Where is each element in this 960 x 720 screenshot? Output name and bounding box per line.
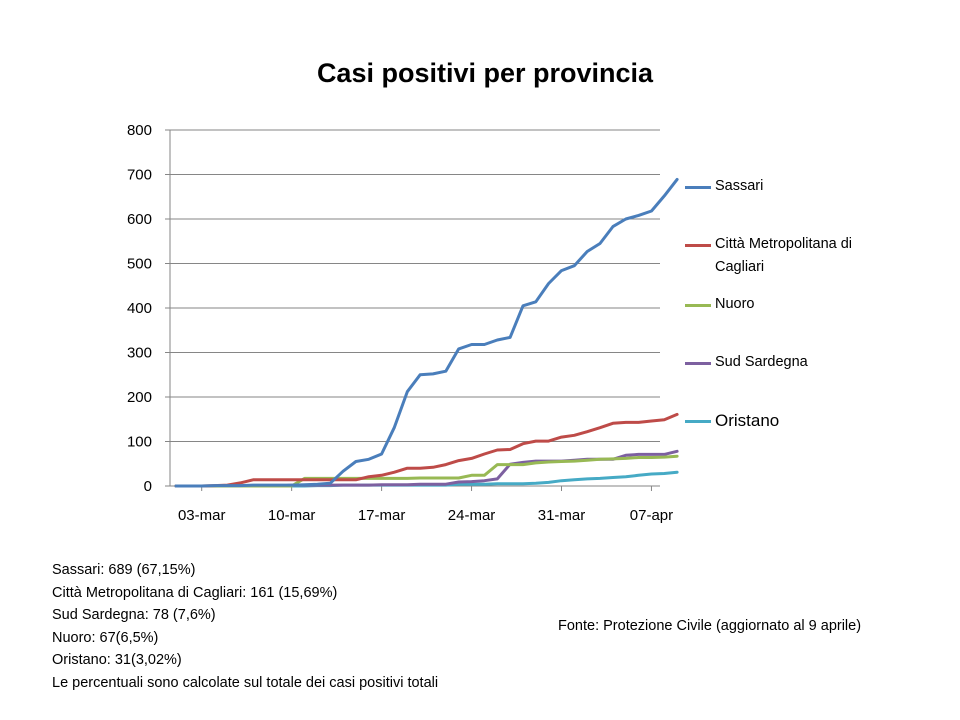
legend-label-sassari: Sassari	[715, 178, 764, 194]
x-tick-label: 03-mar	[178, 507, 226, 524]
gridlines	[170, 129, 660, 442]
legend-item-oristano: Oristano	[685, 411, 780, 432]
x-tick-label: 31-mar	[538, 507, 586, 524]
y-tick-label: 200	[127, 389, 152, 406]
x-tick-label: 07-apr	[630, 507, 673, 524]
y-tick-label: 300	[127, 345, 152, 362]
series-line-sassari	[174, 177, 679, 488]
note-sassari: Sassari: 689 (67,15%)	[52, 562, 196, 578]
summary-notes: Sassari: 689 (67,15%) Città Metropolitan…	[52, 559, 438, 694]
legend-item-sud-sardegna: Sud Sardegna	[685, 354, 808, 374]
legend-swatch-nuoro	[685, 304, 711, 307]
legend-label-nuoro: Nuoro	[715, 296, 755, 312]
legend-label-cagliari: Città Metropolitana di Cagliari	[715, 236, 853, 275]
x-tick-label: 10-mar	[268, 507, 316, 524]
y-tick-label: 800	[127, 122, 152, 139]
note-oristano: Oristano: 31(3,02%)	[52, 652, 182, 668]
axes	[165, 129, 660, 491]
series-line-citt-metropolitana-di-cagliari	[174, 412, 679, 488]
note-percentages: Le percentuali sono calcolate sul totale…	[52, 674, 439, 691]
legend-item-sassari: Sassari	[685, 178, 763, 198]
legend-label-sud-sardegna: Sud Sardegna	[715, 354, 808, 370]
x-tick-label: 17-mar	[358, 507, 406, 524]
legend-label-oristano: Oristano	[715, 411, 780, 430]
y-axis-tick-labels: 0 100 200 300 400 500 600 700 800	[127, 122, 152, 495]
legend-item-cagliari: Città Metropolitana di Cagliari	[685, 236, 875, 279]
x-axis-tick-labels: 03-mar 10-mar 17-mar 24-mar 31-mar 07-apr	[178, 507, 673, 524]
y-tick-label: 600	[127, 211, 152, 228]
legend-swatch-oristano	[685, 420, 711, 423]
legend-swatch-sud-sardegna	[685, 362, 711, 365]
y-tick-label: 500	[127, 256, 152, 273]
y-tick-label: 400	[127, 300, 152, 317]
legend-swatch-sassari	[685, 186, 711, 189]
note-sud-sardegna: Sud Sardegna: 78 (7,6%)	[52, 607, 216, 623]
y-tick-label: 700	[127, 167, 152, 184]
legend-swatch-cagliari	[685, 244, 711, 247]
note-nuoro: Nuoro: 67(6,5%)	[52, 629, 159, 646]
source-note: Fonte: Protezione Civile (aggiornato al …	[558, 618, 862, 634]
y-tick-label: 0	[144, 478, 152, 495]
chart-title: Casi positivi per provincia	[316, 58, 654, 88]
note-cagliari: Città Metropolitana di Cagliari: 161 (15…	[52, 584, 338, 601]
legend-item-nuoro: Nuoro	[685, 296, 755, 316]
x-tick-label: 24-mar	[448, 507, 496, 524]
series-lines	[174, 177, 679, 488]
y-tick-label: 100	[127, 434, 152, 451]
